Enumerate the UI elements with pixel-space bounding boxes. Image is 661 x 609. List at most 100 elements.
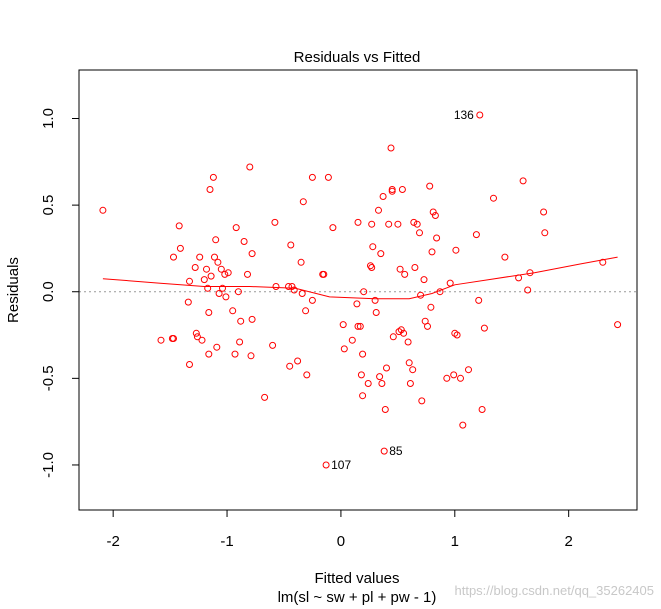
data-point	[369, 243, 377, 251]
smooth-line	[102, 256, 618, 300]
data-point	[429, 208, 437, 216]
data-point	[418, 397, 426, 405]
data-point	[217, 265, 225, 273]
data-point	[371, 296, 379, 304]
data-point	[359, 350, 367, 358]
data-point	[353, 300, 361, 308]
outlier-label: 107	[331, 458, 351, 472]
data-point	[427, 303, 435, 311]
data-point	[380, 447, 388, 455]
x-tick-label: -2	[106, 533, 119, 550]
data-point	[614, 321, 622, 329]
data-point	[269, 341, 277, 349]
data-point	[303, 371, 311, 379]
y-axis-label: Residuals	[5, 257, 22, 323]
data-point	[288, 283, 296, 290]
data-point	[472, 231, 480, 239]
data-point	[453, 331, 461, 339]
data-point	[191, 264, 199, 271]
data-point	[476, 111, 484, 119]
data-point	[457, 374, 464, 382]
data-point	[377, 250, 385, 258]
data-point	[322, 461, 330, 469]
data-point	[405, 359, 413, 367]
data-point	[541, 229, 549, 237]
data-point	[478, 406, 486, 413]
y-tick-label: -1.0	[40, 452, 57, 478]
x-tick-label: 2	[565, 533, 573, 550]
data-point	[302, 307, 310, 315]
data-point	[205, 309, 213, 316]
y-tick-label: 0.5	[40, 195, 57, 216]
data-point	[204, 284, 212, 292]
data-point	[379, 193, 387, 200]
data-point	[417, 291, 425, 299]
data-point	[383, 364, 390, 372]
data-point	[540, 208, 548, 216]
data-point	[368, 220, 376, 228]
data-point	[359, 392, 367, 400]
data-point	[400, 329, 408, 337]
data-point	[406, 380, 414, 387]
data-point	[368, 264, 376, 271]
data-point	[299, 198, 307, 206]
data-point	[157, 336, 165, 344]
x-axis-label: Fitted values	[314, 570, 399, 587]
data-point	[308, 296, 316, 304]
data-point	[411, 264, 419, 271]
data-point	[443, 374, 451, 382]
data-point	[381, 406, 389, 413]
data-point	[420, 276, 428, 284]
data-point	[236, 338, 244, 346]
data-point	[450, 371, 458, 379]
chart-title: Residuals vs Fitted	[294, 49, 421, 66]
data-point	[214, 258, 222, 266]
data-point	[170, 335, 177, 342]
data-point	[221, 270, 229, 278]
data-point	[401, 270, 409, 278]
y-tick-label: -0.5	[40, 365, 57, 391]
data-point	[246, 163, 254, 171]
data-point	[387, 144, 395, 152]
data-point	[192, 329, 200, 337]
data-point	[376, 373, 384, 381]
data-point	[222, 293, 230, 301]
data-point	[320, 270, 328, 278]
watermark: https://blog.csdn.net/qq_35262405	[455, 583, 655, 598]
data-point	[433, 234, 441, 242]
data-point	[170, 253, 177, 261]
data-point	[184, 298, 192, 306]
data-point	[524, 286, 532, 294]
x-tick-label: -1	[220, 533, 233, 550]
data-point	[229, 307, 237, 315]
data-point	[452, 246, 460, 254]
data-point	[394, 220, 402, 228]
data-point	[329, 224, 337, 232]
data-point	[205, 350, 213, 358]
data-point	[385, 220, 393, 228]
data-point	[413, 220, 421, 228]
data-point	[232, 224, 240, 232]
data-point	[298, 290, 306, 297]
data-point	[207, 272, 215, 280]
data-point	[388, 187, 396, 195]
x-tick-label: 1	[451, 533, 459, 550]
data-point	[475, 296, 483, 304]
data-point	[397, 326, 405, 334]
data-point	[348, 336, 356, 344]
data-point	[234, 288, 242, 296]
data-point	[248, 315, 256, 323]
data-point	[389, 333, 397, 341]
data-point	[287, 241, 295, 249]
data-point	[219, 284, 226, 292]
data-point	[375, 206, 382, 214]
outlier-label: 85	[389, 444, 403, 458]
data-point	[231, 350, 239, 358]
data-point	[480, 324, 488, 332]
data-point	[215, 290, 223, 297]
data-point	[247, 352, 255, 360]
data-point	[213, 343, 221, 351]
data-point	[271, 218, 279, 226]
data-point	[211, 253, 218, 261]
